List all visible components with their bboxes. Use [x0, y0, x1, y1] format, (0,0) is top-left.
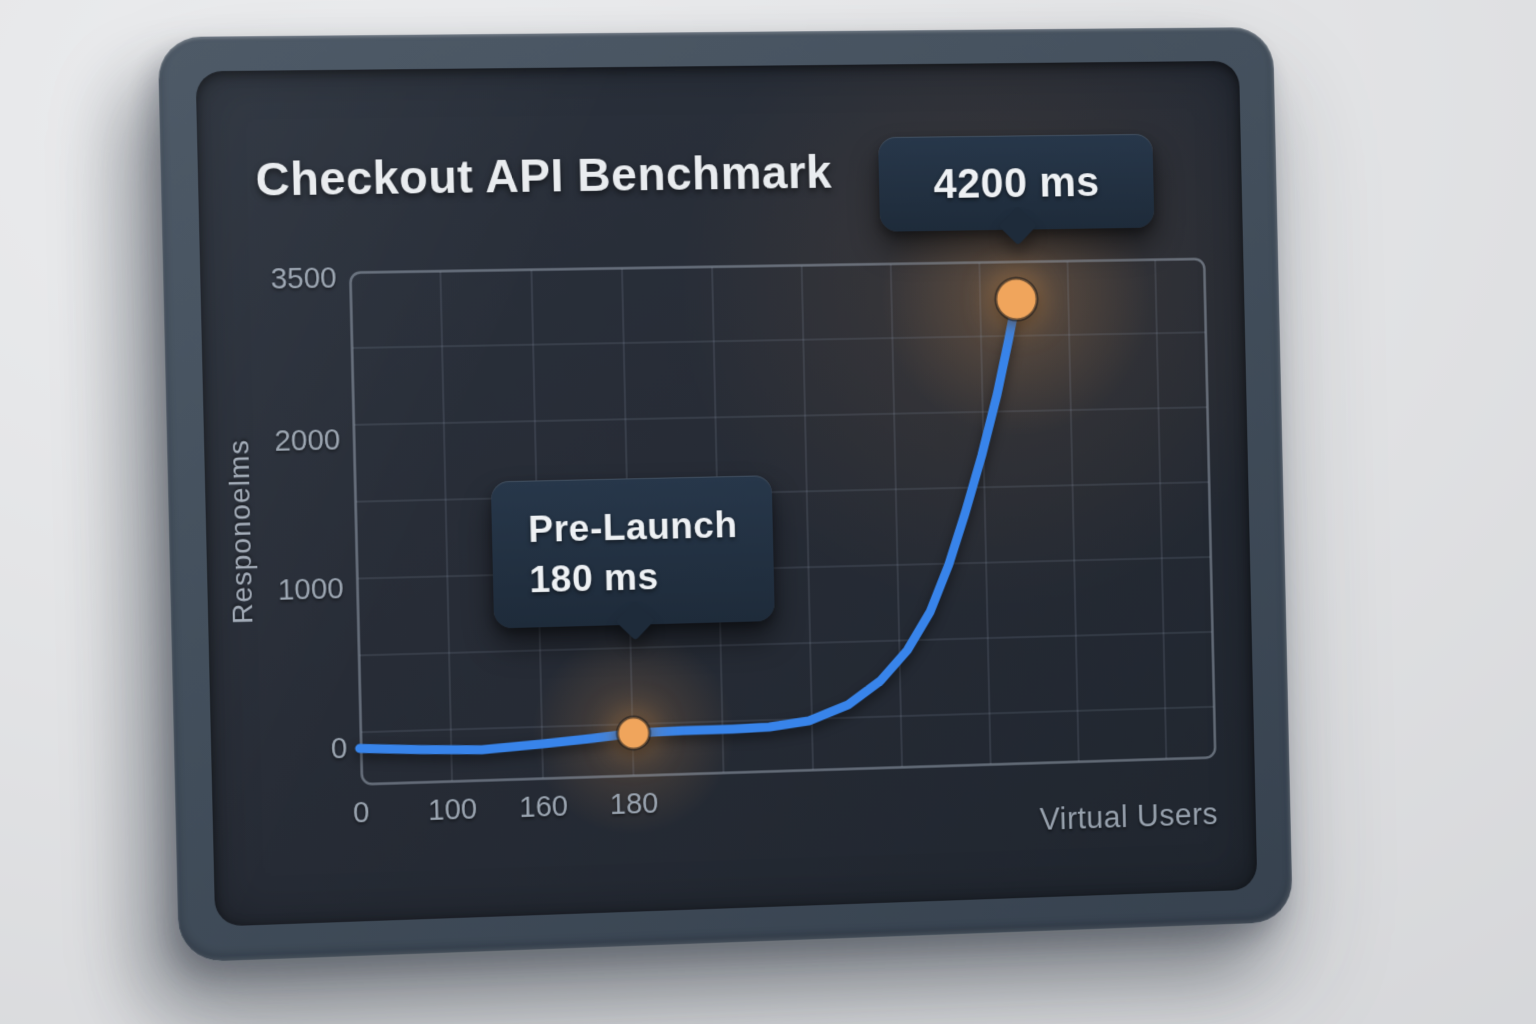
y-tick-3500: 3500: [270, 262, 338, 296]
tooltip-peak: 4200 ms: [877, 133, 1155, 232]
gridline-vertical: [891, 264, 902, 766]
plot-area: [349, 257, 1217, 785]
gridline-vertical: [979, 263, 990, 764]
dashboard-panel: Checkout API Benchmark Responoelms 3500 …: [157, 27, 1293, 963]
x-tick-100: 100: [427, 793, 478, 828]
tooltip-prelaunch-label: Pre-Launch: [527, 503, 738, 551]
plot-border: [350, 259, 1215, 784]
x-axis-title: Virtual Users: [1039, 796, 1219, 837]
gridline-horizontal: [358, 557, 1210, 579]
gridline-horizontal: [356, 482, 1209, 502]
tooltip-peak-value: 4200 ms: [933, 157, 1101, 207]
y-tick-2000: 2000: [274, 424, 341, 458]
line-chart: [349, 257, 1217, 785]
y-axis-title: Responoelms: [222, 438, 259, 625]
gridline-horizontal: [360, 632, 1212, 655]
y-tick-0: 0: [330, 732, 348, 766]
gridline-vertical: [1155, 260, 1166, 758]
tooltip-prelaunch-value: 180 ms: [528, 555, 660, 601]
chart-title: Checkout API Benchmark: [254, 145, 833, 206]
x-tick-180: 180: [609, 787, 659, 822]
y-tick-1000: 1000: [277, 572, 345, 607]
gridline-horizontal: [353, 332, 1206, 348]
gridline-vertical: [1068, 262, 1079, 762]
gridline-horizontal: [354, 407, 1207, 425]
data-point-marker[interactable]: [995, 278, 1037, 320]
tooltip-prelaunch: Pre-Launch 180 ms: [490, 475, 775, 629]
gridline-vertical: [440, 272, 452, 781]
dashboard-screen: Checkout API Benchmark Responoelms 3500 …: [195, 60, 1258, 927]
data-point-marker[interactable]: [617, 717, 650, 750]
gridline-vertical: [802, 266, 813, 770]
x-tick-160: 160: [518, 790, 569, 825]
x-tick-0: 0: [352, 796, 370, 830]
